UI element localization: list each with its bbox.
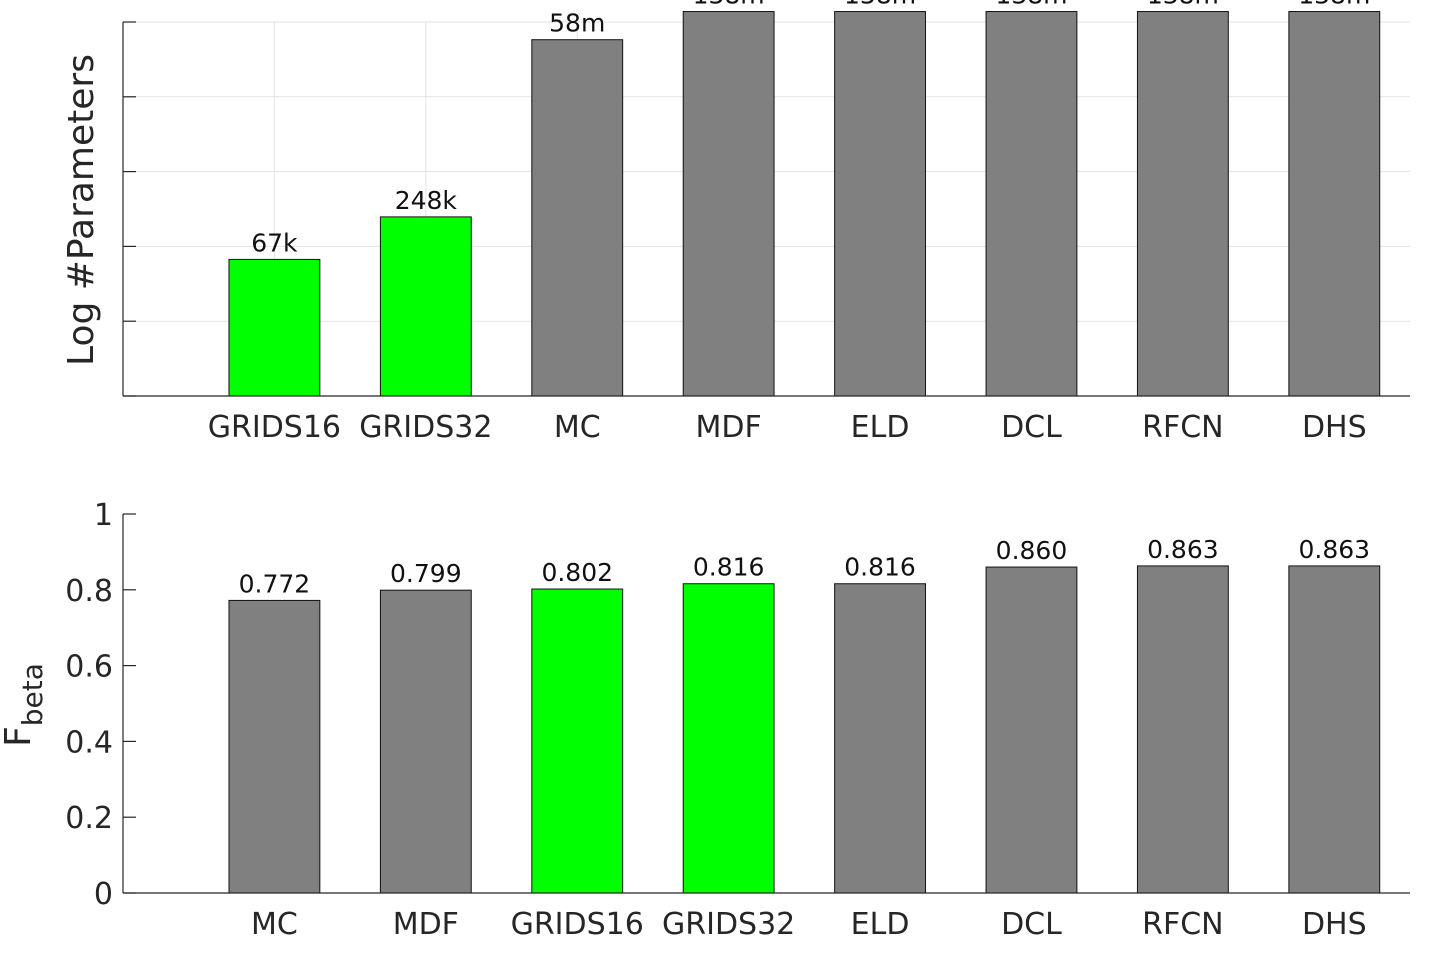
- data-label-rfcn: 0.863: [1147, 535, 1219, 564]
- x-tick-label-rfcn: RFCN: [1142, 410, 1224, 445]
- bar-dcl: [985, 11, 1078, 397]
- bar-mdf: [682, 11, 775, 397]
- bar-grids16: [228, 258, 321, 397]
- y-tick-label: 0.4: [65, 725, 113, 760]
- y-tick-label: 0: [94, 877, 113, 912]
- fbeta-chart: 0 0.2 0.4 0.6 0.8 1 0.772 MC 0.799 MDF 0.802 GRIDS1…: [0, 498, 1410, 942]
- x-tick-label-mdf: MDF: [696, 410, 762, 445]
- data-label-rfcn: 138m: [1147, 0, 1219, 10]
- data-label-grids32: 248k: [395, 186, 458, 215]
- x-tick-label-mdf: MDF: [393, 907, 459, 942]
- x-tick-label-mc: MC: [251, 907, 298, 942]
- data-label-dhs: 0.863: [1299, 535, 1371, 564]
- y-tick-label: 1: [94, 498, 113, 533]
- y-axis-title-subscript: beta: [16, 663, 49, 726]
- bar-dcl: [985, 566, 1078, 894]
- x-tick-label-mc: MC: [554, 410, 601, 445]
- data-label-dcl: 0.860: [996, 536, 1068, 565]
- y-tick-label: 0.6: [65, 650, 113, 685]
- bar-dhs: [1288, 565, 1381, 894]
- bar-grids32: [379, 216, 472, 397]
- bar-rfcn: [1136, 11, 1229, 397]
- data-label-eld: 0.816: [844, 553, 916, 582]
- x-tick-label-grids32: GRIDS32: [359, 410, 492, 445]
- x-tick-label-dhs: DHS: [1302, 410, 1367, 445]
- bar-rfcn: [1136, 565, 1229, 894]
- data-label-mc: 0.772: [239, 569, 311, 598]
- data-label-mc: 58m: [549, 9, 605, 38]
- data-label-dcl: 138m: [995, 0, 1067, 10]
- data-label-eld: 138m: [844, 0, 916, 10]
- x-tick-label-grids16: GRIDS16: [511, 907, 644, 942]
- y-tick-label: 0.8: [65, 574, 113, 609]
- x-tick-label-grids32: GRIDS32: [662, 907, 795, 942]
- bar-mdf: [379, 589, 472, 894]
- y-axis-title: Fbeta: [0, 663, 49, 747]
- x-tick-label-rfcn: RFCN: [1142, 907, 1224, 942]
- x-tick-label-eld: ELD: [851, 410, 910, 445]
- data-label-grids32: 0.816: [693, 553, 765, 582]
- x-tick-label-dcl: DCL: [1001, 410, 1062, 445]
- x-tick-label-grids16: GRIDS16: [208, 410, 341, 445]
- bar-grids32: [682, 583, 775, 894]
- bar-mc: [228, 599, 321, 894]
- bar-dhs: [1288, 11, 1381, 397]
- data-label-mdf: 138m: [693, 0, 765, 10]
- x-tick-label-eld: ELD: [851, 907, 910, 942]
- y-tick-label: 0.2: [65, 801, 113, 836]
- data-label-grids16: 0.802: [541, 558, 613, 587]
- data-label-mdf: 0.799: [390, 559, 462, 588]
- parameters-chart: 67k GRIDS16 248k GRIDS32 58m MC 138m MDF 138m ELD…: [61, 0, 1410, 445]
- bar-eld: [834, 583, 926, 894]
- data-label-dhs: 138m: [1298, 0, 1370, 10]
- data-label-grids16: 67k: [251, 228, 298, 257]
- x-tick-label-dhs: DHS: [1302, 907, 1367, 942]
- bar-grids16: [531, 588, 624, 894]
- x-tick-label-dcl: DCL: [1001, 907, 1062, 942]
- bar-mc: [531, 39, 624, 397]
- y-axis-title: Log #Parameters: [61, 54, 102, 366]
- bar-eld: [834, 11, 926, 397]
